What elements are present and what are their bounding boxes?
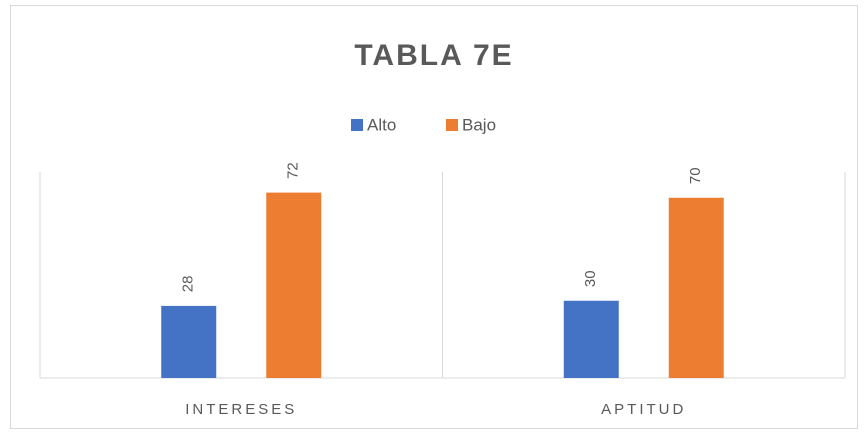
x-tick-label: APTITUD: [601, 401, 686, 418]
value-label: 30: [582, 270, 599, 287]
legend-label: Alto: [367, 115, 396, 134]
chart-title: TABLA 7E: [354, 39, 513, 72]
x-tick-label: INTERESES: [185, 401, 297, 418]
value-label: 72: [285, 162, 302, 179]
legend-swatch: [351, 119, 363, 131]
bar: [266, 192, 322, 378]
legend-swatch: [446, 119, 458, 131]
bar: [563, 300, 619, 378]
value-label: 70: [687, 167, 704, 184]
bar: [161, 305, 217, 378]
value-label: 28: [180, 276, 197, 293]
legend-label: Bajo: [462, 115, 496, 134]
bar: [668, 197, 724, 378]
